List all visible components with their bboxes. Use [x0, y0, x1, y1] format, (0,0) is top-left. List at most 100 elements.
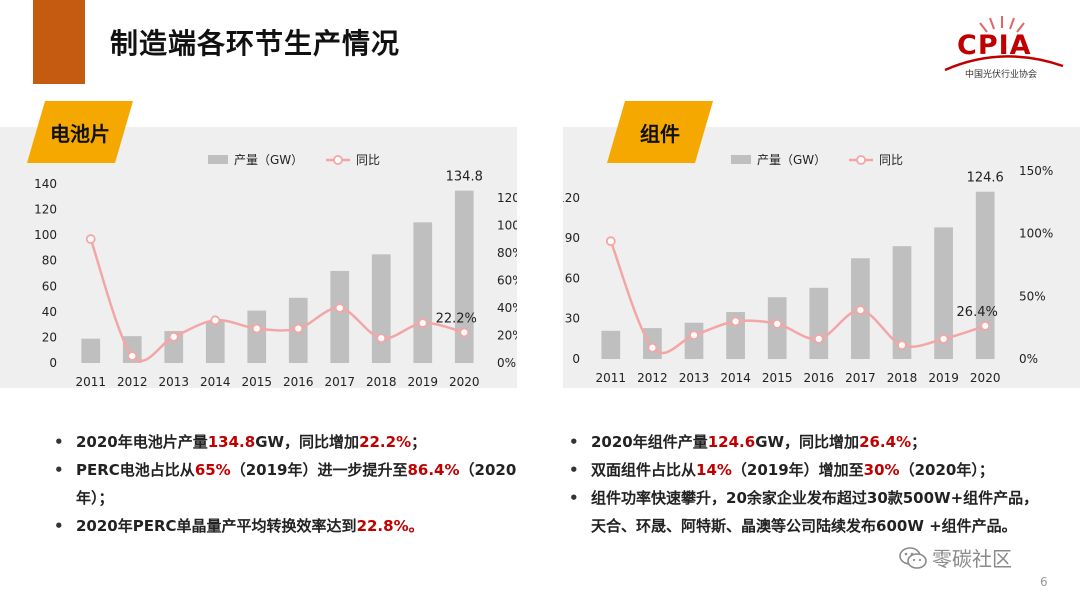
yoy-point — [334, 303, 345, 313]
y-right-tick-label: 40% — [497, 301, 517, 315]
legend-bar-label: 产量（GW） — [234, 153, 303, 167]
bullet-text: （2020年）； — [76, 461, 517, 507]
page-number: 6 — [1040, 575, 1048, 589]
highlight-value: 134.8 — [207, 433, 256, 451]
bullet-text: 2020年PERC单晶量产平均转换效率达到 — [76, 517, 357, 535]
bullet-text: 组件功率快速攀升，20余家企业发布超过30款500W+组件产品，天合、环晟、阿特… — [591, 489, 1039, 535]
x-tick-label: 2017 — [324, 375, 355, 388]
watermark: 零碳社区 — [898, 543, 1012, 572]
y-right-tick-label: 0% — [497, 356, 516, 370]
bullet-text: （2020年）； — [899, 461, 994, 479]
bar — [371, 254, 391, 363]
bar — [684, 322, 704, 359]
yoy-point — [168, 331, 179, 342]
x-tick-label: 2019 — [407, 375, 438, 388]
yoy-point — [938, 334, 949, 344]
yoy-line — [89, 238, 465, 363]
y-left-tick-label: 120 — [563, 191, 580, 205]
x-tick-label: 2014 — [200, 375, 231, 388]
highlight-value: 26.4% — [859, 433, 912, 451]
cell-bullet-3: 2020年PERC单晶量产平均转换效率达到22.8%。 — [52, 512, 522, 540]
y-right-tick-label: 100% — [1019, 227, 1053, 241]
module-tag-label: 组件 — [640, 121, 680, 146]
bar-data-label: 124.6 — [967, 171, 1004, 186]
y-right-tick-label: 60% — [497, 273, 517, 287]
bar — [247, 310, 267, 363]
bar — [413, 222, 433, 363]
x-tick-label: 2020 — [449, 375, 480, 388]
module-bullet-3: 组件功率快速攀升，20余家企业发布超过30款500W+组件产品，天合、环晟、阿特… — [567, 484, 1047, 540]
bar — [892, 246, 912, 359]
yoy-point — [210, 315, 221, 326]
x-tick-label: 2013 — [679, 371, 710, 385]
yoy-point — [647, 342, 658, 353]
legend-line-marker — [333, 155, 343, 165]
x-tick-label: 2011 — [75, 375, 106, 388]
x-tick-label: 2014 — [720, 371, 751, 385]
bar-data-label: 134.8 — [446, 170, 483, 185]
wechat-icon — [899, 546, 927, 569]
highlight-value: 65% — [194, 461, 231, 479]
x-tick-label: 2016 — [283, 375, 314, 388]
y-left-tick-label: 120 — [34, 203, 57, 217]
legend-bar-label: 产量（GW） — [757, 153, 826, 167]
cell-bullet-1: 2020年电池片产量134.8GW，同比增加22.2%； — [52, 428, 522, 456]
bullet-text: ； — [411, 433, 427, 451]
y-right-tick-label: 100% — [497, 218, 517, 232]
y-left-tick-label: 0 — [572, 352, 580, 366]
bar — [330, 270, 350, 363]
module-bullet-1: 2020年组件产量124.6GW，同比增加26.4%； — [567, 428, 1047, 456]
y-right-tick-label: 0% — [1019, 352, 1038, 366]
yoy-point — [127, 351, 138, 362]
yoy-point — [897, 340, 907, 351]
y-left-tick-label: 80 — [42, 254, 57, 268]
x-tick-label: 2017 — [845, 371, 876, 385]
module-production-chart: 0 30 60 90 120 0% 50% 100% 150% 2011 2012 2013 2014 2… — [563, 153, 1053, 385]
y-left-tick-label: 140 — [34, 177, 57, 191]
x-tick-label: 2018 — [366, 375, 397, 388]
y-right-tick-label: 120% — [497, 191, 517, 205]
logo-text: CPIA — [957, 30, 1032, 61]
x-tick-label: 2012 — [637, 371, 668, 385]
legend-bar-swatch — [208, 155, 228, 164]
title-accent-block — [33, 0, 85, 84]
bullet-text: PERC电池占比从 — [76, 461, 195, 479]
bullet-text: 双面组件占比从 — [591, 461, 697, 479]
y-right-tick-label: 20% — [497, 328, 517, 342]
yoy-point — [980, 321, 991, 331]
y-left-tick-label: 40 — [42, 305, 57, 319]
highlight-value: 22.8%。 — [356, 517, 424, 535]
line-data-label: 26.4% — [957, 305, 998, 320]
highlight-value: 124.6 — [707, 433, 756, 451]
x-tick-label: 2016 — [804, 371, 835, 385]
x-tick-label: 2019 — [928, 371, 959, 385]
highlight-value: 14% — [696, 461, 732, 479]
x-tick-label: 2020 — [970, 371, 1001, 385]
x-tick-label: 2015 — [762, 371, 793, 385]
module-bullet-2: 双面组件占比从14%（2019年）增加至30%（2020年）； — [567, 456, 1047, 484]
yoy-point — [459, 327, 470, 338]
legend-line-marker — [856, 155, 866, 165]
y-left-tick-label: 0 — [49, 356, 57, 370]
module-tag: 组件 — [607, 101, 713, 163]
cell-tag: 电池片 — [27, 101, 133, 163]
logo-sun-icon — [944, 16, 1064, 72]
yoy-point — [417, 318, 428, 328]
bar — [81, 338, 101, 363]
x-tick-label: 2015 — [241, 375, 272, 388]
y-left-tick-label: 60 — [42, 279, 57, 293]
bar — [454, 190, 474, 363]
bar — [205, 320, 225, 363]
yoy-point — [689, 330, 699, 341]
cell-tag-label: 电池片 — [50, 121, 110, 146]
line-data-label: 22.2% — [436, 311, 477, 326]
yoy-point — [85, 234, 96, 244]
bar — [934, 227, 953, 359]
yoy-point — [251, 323, 262, 334]
cpia-logo: CPIA 中国光伏行业协会 — [935, 10, 1070, 88]
y-left-tick-label: 100 — [34, 228, 57, 242]
bullet-text: （2019年）增加至 — [731, 461, 864, 479]
yoy-point — [605, 236, 616, 247]
legend-bar-swatch — [731, 155, 751, 164]
bullet-text: 2020年电池片产量 — [76, 433, 208, 451]
